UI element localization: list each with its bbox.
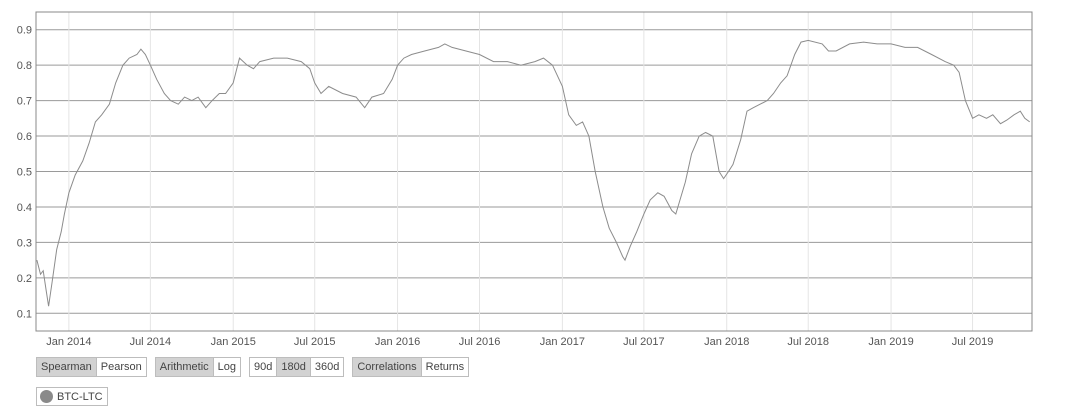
y-tick-label: 0.5 — [17, 167, 32, 179]
x-tick-label: Jan 2016 — [375, 336, 420, 348]
x-tick-label: Jul 2015 — [294, 336, 336, 348]
legend-label: BTC-LTC — [57, 390, 103, 403]
plot-area-border — [35, 11, 1033, 332]
x-tick-label: Jan 2015 — [211, 336, 256, 348]
window-toggle: 90d 180d 360d — [249, 357, 345, 377]
y-axis-tick-labels: 0.1 0.2 0.3 0.4 0.5 0.6 0.7 0.8 0.9 — [17, 25, 32, 321]
y-tick-label: 0.9 — [17, 25, 32, 37]
correlations-button[interactable]: Correlations — [353, 358, 422, 376]
y-tick-label: 0.7 — [17, 96, 32, 108]
y-tick-label: 0.3 — [17, 237, 32, 249]
log-button[interactable]: Log — [213, 358, 241, 376]
series-line-btc-ltc — [36, 39, 1030, 307]
grid-lines — [36, 29, 1032, 314]
x-tick-label: Jul 2018 — [787, 336, 829, 348]
x-tick-label: Jan 2019 — [868, 336, 913, 348]
chart-controls: Spearman Pearson Arithmetic Log 90d 180d… — [36, 357, 470, 377]
x-tick-label: Jul 2019 — [952, 336, 994, 348]
x-tick-label: Jan 2014 — [46, 336, 91, 348]
y-tick-label: 0.6 — [17, 131, 32, 143]
x-axis-tick-labels: Jan 2014 Jul 2014 Jan 2015 Jul 2015 Jan 2016… — [46, 336, 993, 348]
x-tick-label: Jan 2017 — [540, 336, 585, 348]
window-90d-button[interactable]: 90d — [250, 358, 278, 376]
arithmetic-button[interactable]: Arithmetic — [155, 358, 214, 376]
scale-toggle: Arithmetic Log — [154, 357, 242, 377]
mode-toggle: Correlations Returns — [352, 357, 470, 377]
returns-button[interactable]: Returns — [421, 358, 469, 376]
x-tick-label: Jul 2014 — [130, 336, 172, 348]
legend-dot-icon — [40, 390, 53, 403]
x-tick-label: Jul 2017 — [623, 336, 665, 348]
pearson-button[interactable]: Pearson — [96, 358, 146, 376]
y-tick-label: 0.4 — [17, 202, 32, 214]
method-toggle: Spearman Pearson — [36, 357, 147, 377]
window-180d-button[interactable]: 180d — [277, 358, 311, 376]
spearman-button[interactable]: Spearman — [37, 358, 97, 376]
y-tick-label: 0.1 — [17, 308, 32, 320]
y-tick-label: 0.8 — [17, 60, 32, 72]
x-tick-label: Jan 2018 — [704, 336, 749, 348]
legend-item-btc-ltc[interactable]: BTC-LTC — [36, 387, 108, 406]
window-360d-button[interactable]: 360d — [310, 358, 344, 376]
y-tick-label: 0.2 — [17, 273, 32, 285]
x-tick-label: Jul 2016 — [459, 336, 501, 348]
correlation-chart: 0.1 0.2 0.3 0.4 0.5 0.6 0.7 0.8 0.9 Jan 2014 Jul … — [17, 11, 1033, 348]
